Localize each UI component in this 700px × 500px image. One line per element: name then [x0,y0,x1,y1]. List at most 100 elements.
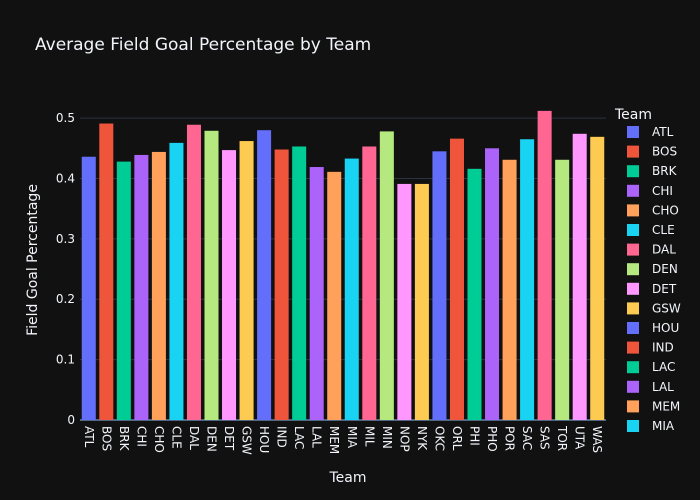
bar-uta[interactable] [572,133,587,420]
legend-item-cho[interactable]: CHO [627,203,679,217]
legend[interactable]: ATL BOS BRK CHI CHO CLE DAL DEN DET GSW HOU IND LAC L… [627,125,681,433]
x-tick-label: PHO [485,426,499,452]
x-tick-label: CHI [134,426,148,447]
bar-cle[interactable] [169,142,184,420]
y-axis-ticks: 0 0.1 0.2 0.3 0.4 0.5 [56,111,75,427]
x-tick-label: MIN [380,426,394,449]
legend-swatch [627,165,639,178]
bar-mil[interactable] [362,146,377,420]
legend-label: DAL [652,243,676,257]
x-tick-label: LAL [310,426,324,448]
bar-tor[interactable] [555,159,570,420]
chart-title: Average Field Goal Percentage by Team [35,35,371,55]
legend-label: DEN [652,262,678,276]
bar-atl[interactable] [81,156,96,421]
legend-label: DET [652,282,677,296]
bar-det[interactable] [222,150,237,420]
bar-sac[interactable] [520,139,535,420]
bar-lac[interactable] [292,146,307,420]
x-tick-label: DET [222,426,236,451]
bar-den[interactable] [204,130,219,420]
bar-mia[interactable] [344,158,359,420]
bar-hou[interactable] [257,130,272,421]
x-tick-label: MIA [345,426,359,449]
x-tick-label: NYK [415,426,429,451]
bar-lal[interactable] [309,167,324,420]
x-tick-label: UTA [573,426,587,450]
bar-nop[interactable] [397,183,412,420]
legend-swatch [627,400,639,413]
x-tick-label: IND [275,426,289,448]
x-tick-label: ORL [450,426,464,451]
bar-sas[interactable] [537,110,552,421]
legend-swatch [627,126,639,138]
legend-item-dal[interactable]: DAL [627,243,676,257]
bar-gsw[interactable] [239,141,254,420]
y-tick-label: 0.4 [56,171,75,185]
y-axis-title: Field Goal Percentage [25,184,41,336]
legend-swatch [627,302,639,315]
legend-item-mia[interactable]: MIA [627,419,675,433]
y-tick-label: 0 [67,413,75,427]
x-tick-label: HOU [257,426,271,453]
x-tick-label: LAC [292,426,306,449]
y-tick-label: 0.2 [56,292,75,306]
x-axis-title: Team [328,470,366,486]
legend-item-brk[interactable]: BRK [627,164,678,178]
legend-label: IND [652,341,674,355]
bar-phi[interactable] [467,168,482,420]
x-tick-label: DAL [187,426,201,450]
bar-orl[interactable] [449,138,464,420]
legend-swatch [627,420,639,432]
bar-min[interactable] [379,131,394,420]
bar-chi[interactable] [134,154,149,420]
legend-item-cle[interactable]: CLE [627,223,675,237]
bar-pho[interactable] [485,148,500,420]
bar-mem[interactable] [327,171,342,420]
legend-swatch [627,380,639,393]
x-tick-label: CLE [169,426,183,449]
bar-cho[interactable] [151,151,166,420]
legend-item-atl[interactable]: ATL [627,125,674,139]
bar-bos[interactable] [99,123,114,420]
bar-was[interactable] [590,136,605,420]
legend-item-chi[interactable]: CHI [627,184,673,198]
legend-title: Team [614,107,652,123]
legend-label: CHO [652,203,679,217]
legend-swatch [627,322,639,334]
legend-swatch [627,204,639,217]
bars-group [81,110,605,421]
x-tick-label: CHO [152,426,166,453]
x-tick-label: SAC [520,426,534,450]
legend-item-det[interactable]: DET [627,282,677,296]
legend-item-lal[interactable]: LAL [627,380,674,394]
bar-brk[interactable] [116,161,131,420]
x-tick-label: MEM [327,426,341,454]
legend-item-hou[interactable]: HOU [627,321,679,335]
bar-okc[interactable] [432,151,447,421]
legend-label: MIA [652,419,675,433]
x-tick-label: WAS [590,426,604,453]
legend-label: LAL [652,380,674,394]
legend-swatch [627,263,639,276]
legend-label: HOU [652,321,679,335]
legend-item-den[interactable]: DEN [627,262,678,276]
y-tick-label: 0.1 [56,353,75,367]
bar-nyk[interactable] [414,183,429,420]
bar-ind[interactable] [274,149,289,420]
legend-item-bos[interactable]: BOS [627,145,677,159]
x-tick-label: DEN [205,426,219,452]
legend-item-gsw[interactable]: GSW [627,301,681,315]
legend-item-ind[interactable]: IND [627,341,674,355]
x-tick-label: PHI [468,426,482,446]
y-tick-label: 0.3 [56,232,75,246]
legend-item-mem[interactable]: MEM [627,399,680,413]
x-tick-label: NOP [397,426,411,452]
legend-item-lac[interactable]: LAC [627,360,675,374]
bar-por[interactable] [502,159,517,420]
x-tick-label: OKC [432,426,446,451]
legend-swatch [627,361,639,374]
legend-label: CLE [652,223,675,237]
bar-dal[interactable] [186,124,201,421]
